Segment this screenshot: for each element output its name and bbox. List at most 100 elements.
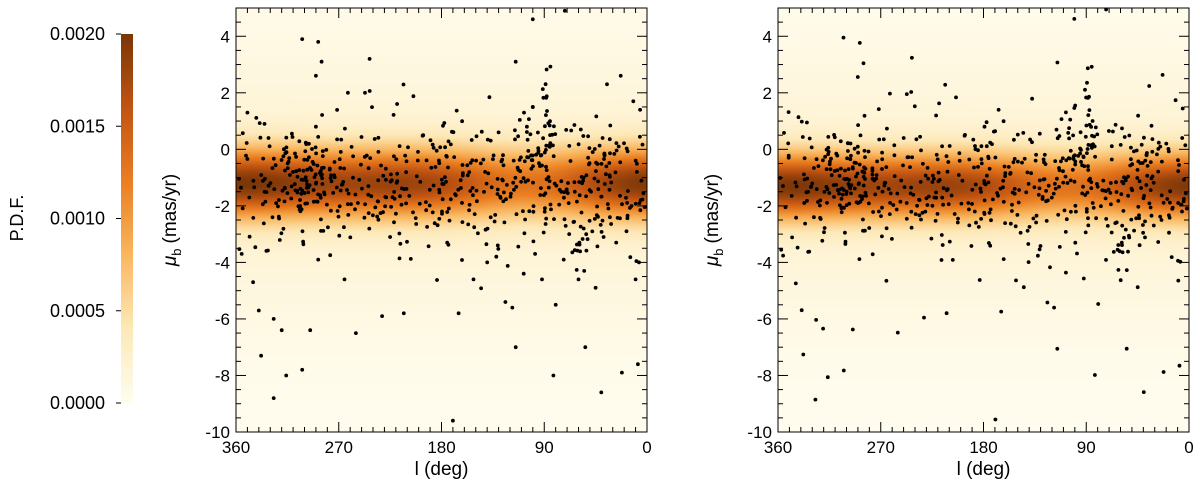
star-point	[586, 134, 590, 139]
star-point	[832, 195, 836, 199]
star-point	[822, 226, 827, 230]
star-point	[988, 243, 993, 248]
star-point	[946, 202, 951, 207]
star-point	[544, 168, 549, 173]
star-point	[552, 124, 556, 129]
star-point	[863, 228, 867, 233]
star-point	[1055, 136, 1060, 141]
star-point	[567, 144, 572, 148]
star-point	[1085, 66, 1090, 71]
star-point	[395, 102, 399, 106]
star-point	[481, 157, 486, 162]
star-point	[848, 157, 853, 162]
star-point	[390, 195, 395, 200]
star-point	[834, 183, 839, 187]
star-point	[609, 180, 614, 185]
star-point	[1083, 134, 1088, 139]
star-point	[941, 186, 946, 191]
star-point	[1043, 162, 1048, 167]
star-point	[991, 197, 995, 202]
star-point	[392, 220, 396, 225]
y-tick-label: -8	[757, 366, 772, 385]
star-point	[933, 218, 938, 223]
star-point	[1167, 215, 1172, 220]
star-point	[329, 179, 334, 184]
star-point	[487, 95, 492, 100]
star-point	[1015, 132, 1020, 137]
star-point	[519, 179, 523, 184]
star-point	[1079, 148, 1083, 152]
star-point	[395, 171, 400, 176]
star-point	[521, 176, 526, 181]
star-point	[367, 57, 372, 61]
star-point	[295, 174, 300, 179]
star-point	[1148, 205, 1153, 210]
star-point	[320, 166, 324, 170]
star-point	[604, 172, 608, 177]
star-point	[824, 185, 829, 189]
star-point	[987, 210, 992, 215]
star-point	[308, 166, 312, 170]
star-point	[339, 137, 344, 142]
star-point	[917, 197, 921, 202]
star-point	[886, 187, 891, 191]
star-point	[793, 281, 798, 286]
star-point	[1034, 220, 1038, 225]
star-point	[574, 268, 579, 272]
star-point	[316, 257, 321, 262]
star-point	[636, 362, 640, 367]
star-point	[517, 118, 522, 122]
star-point	[624, 229, 629, 234]
star-point	[957, 158, 962, 163]
star-point	[256, 308, 261, 313]
star-point	[513, 128, 517, 133]
star-point	[982, 181, 987, 186]
star-point	[1085, 147, 1090, 151]
star-point	[578, 224, 583, 229]
star-point	[581, 178, 585, 183]
star-point	[925, 166, 930, 170]
star-point	[543, 222, 548, 226]
star-point	[779, 247, 784, 252]
star-point	[880, 234, 884, 239]
star-point	[799, 308, 804, 313]
star-point	[618, 160, 623, 165]
star-point	[1083, 87, 1087, 92]
star-point	[316, 192, 320, 197]
star-point	[543, 191, 548, 196]
star-point	[530, 153, 535, 158]
star-point	[1064, 110, 1068, 115]
star-point	[502, 190, 506, 195]
star-point	[877, 137, 882, 142]
star-point	[564, 127, 569, 132]
star-point	[979, 217, 983, 221]
star-point	[843, 230, 847, 235]
star-point	[638, 208, 643, 213]
star-point	[299, 207, 304, 212]
star-point	[822, 190, 827, 194]
star-point	[813, 397, 818, 402]
star-point	[1016, 159, 1020, 164]
star-point	[974, 220, 978, 225]
star-point	[857, 162, 862, 167]
star-point	[595, 162, 600, 166]
star-point	[368, 156, 373, 161]
star-point	[614, 148, 619, 153]
star-point	[530, 17, 535, 22]
star-point	[1022, 156, 1027, 161]
star-point	[324, 148, 329, 152]
star-point	[944, 311, 949, 316]
star-point	[383, 204, 387, 209]
star-point	[308, 328, 313, 333]
star-point	[1183, 143, 1188, 148]
star-point	[867, 201, 871, 206]
star-point	[835, 168, 840, 173]
star-point	[1055, 176, 1059, 181]
star-point	[345, 202, 350, 207]
star-point	[500, 178, 505, 183]
star-point	[1034, 213, 1039, 218]
star-point	[1093, 154, 1097, 159]
star-point	[513, 175, 518, 180]
star-point	[939, 233, 944, 237]
star-point	[239, 185, 243, 190]
